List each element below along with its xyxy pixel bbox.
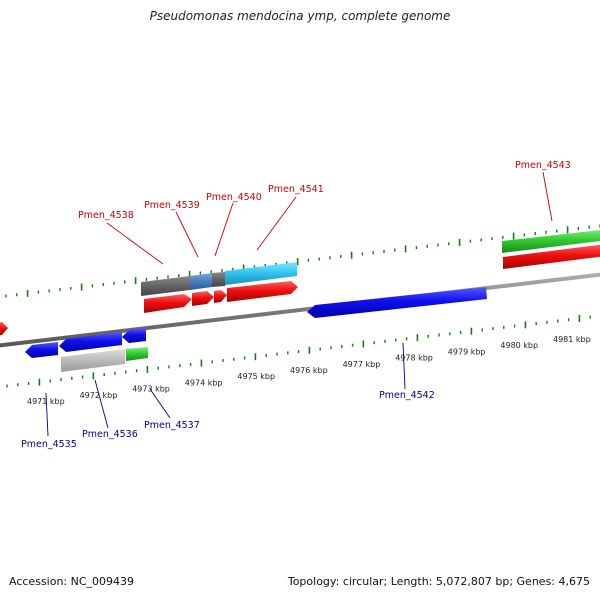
gene-label-pmen-4543[interactable]: Pmen_4543 [515,160,571,171]
callout-lines [45,171,553,437]
bottom-strand-features [25,287,487,372]
kbp-tick-label: 4976 kbp [290,366,328,375]
feature-cyan-block [225,262,297,285]
feature-pmen-4539-red [192,291,214,306]
kbp-tick-label: 4979 kbp [448,347,486,356]
kbp-tick-label: 4972 kbp [80,391,118,400]
feature-pmen-4535-blue [25,342,58,358]
gene-label-pmen-4537[interactable]: Pmen_4537 [144,420,200,431]
gene-label-pmen-4535[interactable]: Pmen_4535 [21,439,77,450]
lower-tick-row [6,314,591,388]
feature-light-grey [61,349,125,372]
gene-label-pmen-4540[interactable]: Pmen_4540 [206,192,262,203]
gene-label-pmen-4538[interactable]: Pmen_4538 [78,210,134,221]
kbp-tick-label: 4977 kbp [343,360,381,369]
kbp-tick-label: 4974 kbp [185,378,223,387]
gene-labels: Pmen_4538 Pmen_4539 Pmen_4540 Pmen_4541 … [21,160,571,450]
feature-grey-block [141,276,190,296]
accession-text: Accession: NC_009439 [9,575,135,588]
map-title: Pseudomonas mendocina ymp, complete geno… [149,9,451,23]
feature-grey-small [212,272,225,287]
feature-pmen-4543-green [502,230,600,253]
kbp-tick-label: 4975 kbp [237,372,275,381]
feature-pmen-4542-blue [307,287,487,318]
upper-tick-row [5,224,600,298]
kbp-tick-label: 4981 kbp [553,335,591,344]
kbp-tick-label: 4980 kbp [500,341,538,350]
feature-pmen-4543-red [503,244,600,269]
feature-pmen-4541-red [227,281,298,302]
gene-label-pmen-4539[interactable]: Pmen_4539 [144,200,200,211]
feature-green-small [126,347,148,361]
genome-summary-text: Topology: circular; Length: 5,072,807 bp… [287,575,590,588]
gene-label-pmen-4541[interactable]: Pmen_4541 [268,184,324,195]
feature-pmen-4537-blue [122,328,146,343]
gene-label-pmen-4542[interactable]: Pmen_4542 [379,390,435,401]
kbp-scale: 4971 kbp 4972 kbp 4973 kbp 4974 kbp 4975 kbp… [27,335,591,406]
feature-left-red [0,322,8,336]
top-strand-features [0,230,600,336]
gene-label-pmen-4536[interactable]: Pmen_4536 [82,429,138,440]
feature-pmen-4538-red [144,294,192,313]
kbp-tick-label: 4971 kbp [27,397,65,406]
feature-pmen-4536-blue [59,332,122,352]
kbp-tick-label: 4978 kbp [395,354,433,363]
feature-steel-block [190,273,212,290]
kbp-tick-label: 4973 kbp [132,385,170,394]
feature-pmen-4540-red [214,290,227,303]
